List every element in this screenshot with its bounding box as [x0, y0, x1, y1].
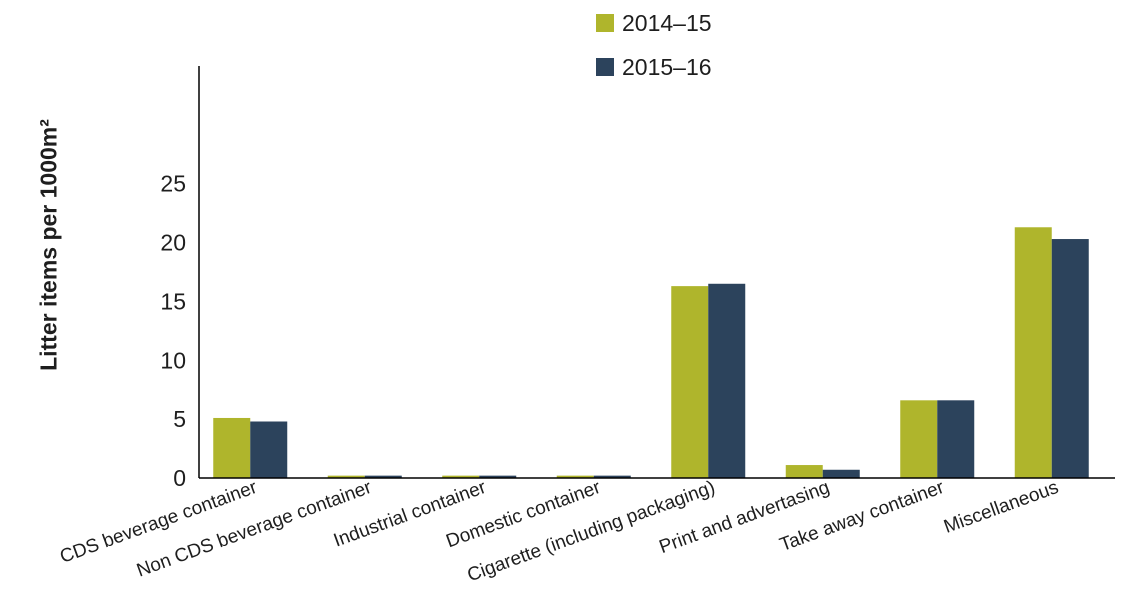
bar-series-1	[442, 475, 480, 478]
y-tick-label: 0	[173, 465, 186, 491]
bar-series-2	[937, 400, 975, 478]
bar-series-1	[327, 475, 365, 478]
bar-series-1	[900, 400, 938, 478]
legend-swatch-series-2	[596, 58, 614, 76]
y-axis-title: Litter items per 1000m²	[35, 119, 62, 371]
x-tick-label: Miscellaneous	[941, 477, 1061, 538]
bar-series-2	[822, 469, 860, 478]
y-axis: 0 5 10 15 20 25	[160, 66, 200, 491]
bar-series-1	[213, 417, 251, 478]
legend-item-series-2: 2015–16	[596, 54, 712, 80]
bar-series-2	[593, 475, 631, 478]
bar-series-2	[250, 421, 288, 478]
bar-series-1	[556, 475, 594, 478]
bar-series-2	[708, 283, 746, 478]
bars-group	[213, 227, 1089, 478]
legend-label-series-1: 2014–15	[622, 9, 712, 36]
legend-item-series-1: 2014–15	[596, 10, 712, 36]
y-tick-label: 15	[160, 288, 186, 314]
bar-series-1	[671, 286, 709, 478]
y-tick-label: 5	[173, 406, 186, 432]
legend: 2014–15 2015–16	[596, 10, 712, 98]
legend-swatch-series-1	[596, 14, 614, 32]
bar-series-2	[364, 475, 402, 478]
y-tick-label: 10	[160, 347, 186, 373]
bar-series-2	[1051, 239, 1089, 478]
bar-series-1	[785, 465, 823, 478]
bar-series-2	[479, 475, 517, 478]
bar-series-1	[1014, 227, 1052, 478]
legend-label-series-2: 2015–16	[622, 53, 712, 80]
y-tick-label: 25	[160, 171, 186, 197]
y-tick-label: 20	[160, 230, 186, 256]
